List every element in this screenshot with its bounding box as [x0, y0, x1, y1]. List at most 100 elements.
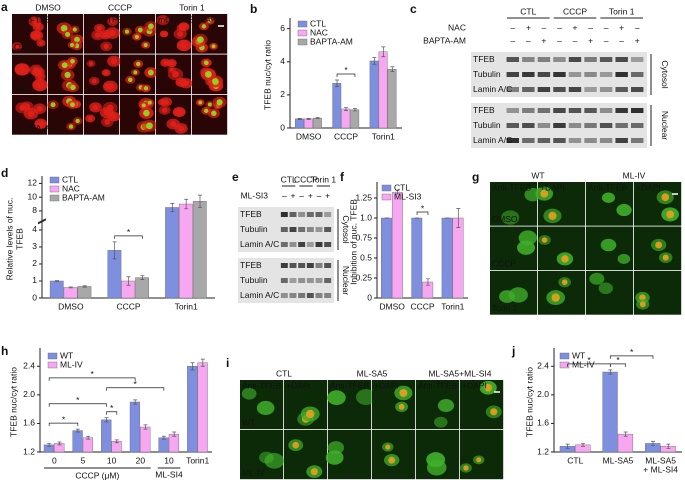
- blot-band: [289, 227, 297, 232]
- blot-band: [506, 57, 519, 62]
- blot-band: [599, 72, 613, 77]
- error-bar: [390, 66, 395, 73]
- cell: [356, 389, 376, 405]
- legend-label: CTL: [310, 18, 326, 28]
- blot-band: [306, 263, 314, 268]
- condition-label: ML-SI3: [241, 190, 269, 200]
- nucleus: [146, 122, 153, 130]
- x-axis-label: CCCP (μM): [75, 470, 119, 480]
- micrograph: [535, 182, 586, 226]
- row-label: ML-IV: [242, 467, 265, 477]
- x-tick-label: + ML-SI4: [643, 464, 678, 474]
- nucleus: [147, 69, 154, 76]
- bar: [452, 217, 464, 299]
- micrograph: [284, 430, 328, 480]
- micrograph: [84, 14, 120, 54]
- band-label: TFEB: [240, 260, 262, 270]
- channel-label: +DAPI: [540, 182, 565, 192]
- bar: [387, 69, 397, 129]
- nucleus: [207, 18, 213, 23]
- blot-band: [537, 57, 551, 62]
- legend-swatch: [559, 352, 570, 360]
- blot-band: [631, 138, 644, 143]
- nucleus: [540, 189, 549, 198]
- bar: [602, 371, 618, 453]
- row-label: BAPTA-AM: [14, 123, 57, 133]
- blot-band: [615, 57, 628, 62]
- blot-band: [537, 123, 551, 128]
- nucleus: [170, 120, 177, 128]
- blot-band: [631, 87, 644, 92]
- nucleus: [33, 67, 40, 74]
- nucleus: [388, 456, 396, 464]
- y-tick-label: 10: [28, 191, 38, 201]
- blot-band: [553, 72, 566, 77]
- channel-label: +DAPI: [286, 380, 311, 390]
- blot-band: [306, 227, 314, 232]
- legend-label: NAC: [310, 27, 328, 37]
- blot-band: [506, 138, 519, 143]
- x-tick-label: DMSO: [58, 301, 84, 311]
- y-tick-label: 1.2: [537, 446, 549, 456]
- panel-letter: b: [250, 2, 257, 16]
- blot-band: [506, 87, 519, 92]
- nucleus: [305, 409, 315, 419]
- blot-band: [599, 57, 613, 62]
- error-bar: [140, 275, 145, 280]
- nucleus: [162, 107, 168, 113]
- lane-group-label: CCCP: [563, 6, 587, 16]
- blot-band: [280, 242, 288, 247]
- error-bar: [161, 435, 166, 440]
- nucleus: [69, 43, 74, 48]
- nucleus: [211, 110, 217, 117]
- blot-band: [631, 123, 644, 128]
- blot-band: [324, 227, 332, 232]
- blot-band: [298, 242, 306, 247]
- y-tick-label: 2.4: [537, 361, 549, 371]
- blot-band: [568, 108, 582, 113]
- x-tick-label: CCCP: [334, 131, 358, 141]
- micrograph: [120, 95, 158, 135]
- row-label: Torin 1: [492, 303, 518, 313]
- bar: [129, 401, 141, 453]
- blot-band: [599, 138, 613, 143]
- nucleus: [87, 116, 93, 121]
- micrograph: [47, 95, 84, 135]
- y-tick-label: 0: [280, 122, 285, 132]
- error-bar: [352, 108, 357, 112]
- nucleus: [666, 210, 675, 219]
- legend-swatch: [381, 184, 392, 192]
- micrograph: [538, 226, 586, 271]
- condition-sign: –: [604, 22, 609, 32]
- nucleus: [169, 67, 174, 72]
- bar: [165, 207, 179, 299]
- condition-sign: –: [526, 35, 531, 45]
- nucleus: [181, 24, 187, 30]
- nucleus: [143, 86, 149, 91]
- lane-group-label: Torin 1: [311, 174, 337, 184]
- bar: [168, 433, 180, 453]
- condition-sign: +: [526, 22, 531, 32]
- blot-band: [537, 72, 551, 77]
- nucleus: [292, 441, 300, 449]
- blot-band: [522, 138, 535, 143]
- nucleus: [74, 36, 80, 43]
- blot-band: [289, 278, 297, 283]
- significance-mark: *: [421, 203, 425, 213]
- significance-mark: *: [630, 347, 634, 357]
- condition-sign: –: [557, 22, 562, 32]
- condition-sign: +: [291, 190, 296, 200]
- significance-bracket: [336, 73, 356, 77]
- y-tick-label: 12: [28, 178, 38, 188]
- x-tick-label: 0: [52, 455, 57, 465]
- blot-band: [584, 123, 597, 128]
- bar: [369, 60, 379, 129]
- band-label: Tubulin: [473, 120, 501, 130]
- condition-sign: –: [604, 35, 609, 45]
- blot-band: [324, 242, 332, 247]
- error-bar: [623, 431, 628, 437]
- error-bar: [57, 441, 62, 446]
- condition-sign: –: [282, 190, 287, 200]
- nucleus: [143, 109, 150, 117]
- lane-group-label: Torin 1: [609, 6, 635, 16]
